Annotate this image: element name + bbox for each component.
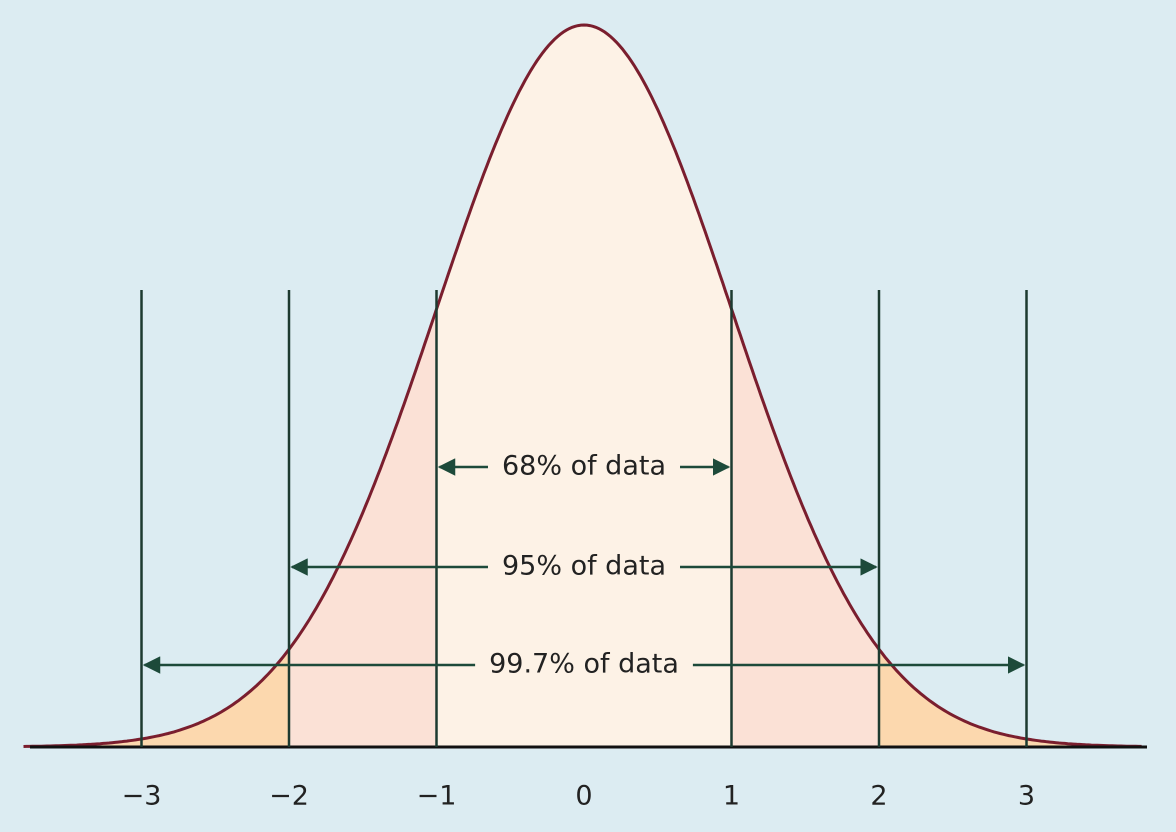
x-tick-label: −3 bbox=[122, 781, 162, 812]
x-tick-label: −1 bbox=[417, 781, 457, 812]
x-tick-label: −2 bbox=[269, 781, 309, 812]
area bbox=[879, 649, 1145, 747]
bell-curve bbox=[23, 23, 1142, 748]
x-tick-label: 1 bbox=[723, 781, 740, 812]
range-label: 95% of data bbox=[502, 551, 666, 582]
range-label: 99.7% of data bbox=[489, 649, 679, 680]
x-tick-label: 2 bbox=[870, 781, 887, 812]
area bbox=[23, 649, 289, 747]
x-tick-label: 3 bbox=[1018, 781, 1035, 812]
area bbox=[436, 25, 732, 747]
x-tick-label: 0 bbox=[575, 781, 592, 812]
range-label: 68% of data bbox=[502, 451, 666, 482]
